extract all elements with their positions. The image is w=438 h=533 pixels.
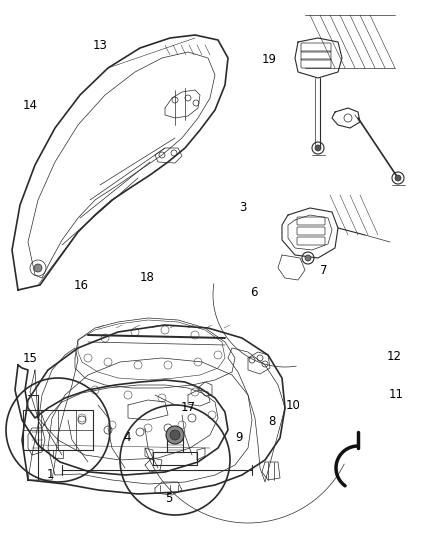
Circle shape (305, 255, 311, 261)
Text: 3: 3 (240, 201, 247, 214)
Text: 12: 12 (387, 350, 402, 362)
Text: 13: 13 (92, 39, 107, 52)
Circle shape (395, 175, 401, 181)
Text: 4: 4 (123, 431, 131, 443)
Text: 5: 5 (165, 492, 172, 505)
Text: 17: 17 (181, 401, 196, 414)
Circle shape (170, 430, 180, 440)
Text: 10: 10 (286, 399, 301, 411)
Text: 18: 18 (139, 271, 154, 284)
Text: 8: 8 (268, 415, 275, 427)
Circle shape (315, 145, 321, 151)
Text: 19: 19 (262, 53, 277, 66)
Text: 6: 6 (250, 286, 258, 298)
Circle shape (34, 264, 42, 272)
Bar (23, 410, 93, 450)
Text: 14: 14 (22, 99, 37, 112)
Text: 7: 7 (320, 264, 328, 277)
Text: 11: 11 (389, 388, 404, 401)
Circle shape (166, 426, 184, 444)
Text: 15: 15 (22, 352, 37, 365)
Text: 16: 16 (74, 279, 88, 292)
Text: 9: 9 (235, 431, 243, 443)
Text: 1: 1 (46, 468, 54, 481)
